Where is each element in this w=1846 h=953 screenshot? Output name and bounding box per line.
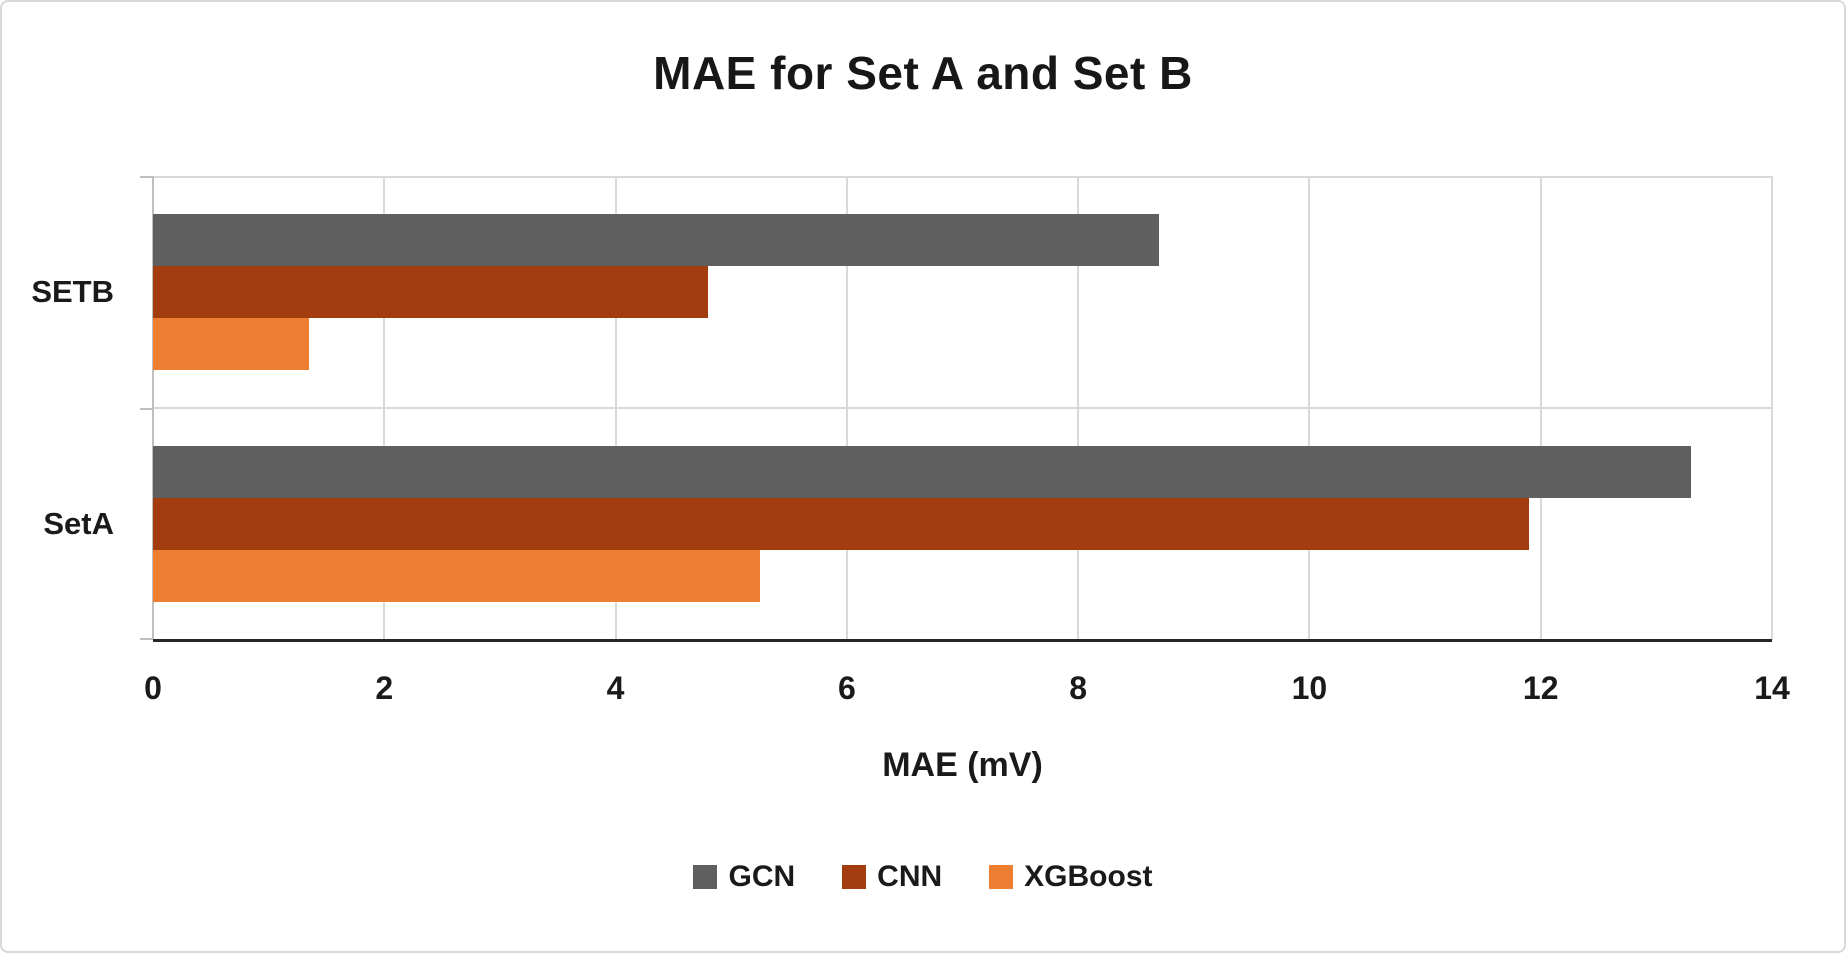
- chart-title: MAE for Set A and Set B: [653, 47, 1193, 99]
- category-label-setb: SETB: [31, 274, 114, 309]
- category-axis-tick-0: [140, 176, 153, 178]
- legend: GCN CNN XGBoost: [2, 860, 1844, 894]
- bar-xgboost-setb: [153, 318, 310, 370]
- plot-area: [140, 176, 1773, 642]
- x-tick-label-4: 4: [606, 670, 625, 706]
- x-tick-label-10: 10: [1291, 670, 1328, 706]
- x-axis-line: [153, 639, 1772, 642]
- x-tick-label-0: 0: [144, 670, 162, 706]
- x-tick-label-2: 2: [375, 670, 394, 706]
- legend-item-gcn: GCN: [693, 860, 795, 894]
- bar-gcn-setb: [153, 214, 1160, 266]
- gridline-x-14: [1771, 176, 1773, 640]
- legend-item-cnn: CNN: [842, 860, 942, 894]
- legend-label-gcn: GCN: [728, 860, 796, 893]
- legend-label-xgboost: XGBoost: [1024, 860, 1153, 893]
- x-tick-label-6: 6: [837, 670, 856, 706]
- bar-xgboost-seta: [153, 550, 761, 602]
- gridline-band-1: [153, 407, 1772, 409]
- legend-swatch-cnn: [842, 865, 867, 889]
- category-axis-tick-1: [140, 408, 153, 410]
- category-axis-tick-2: [140, 638, 153, 640]
- gridline-band-0: [153, 176, 1772, 178]
- legend-label-cnn: CNN: [877, 860, 943, 893]
- y-axis-line: [152, 176, 154, 640]
- legend-item-xgboost: XGBoost: [989, 860, 1153, 894]
- x-axis-title: MAE (mV): [882, 746, 1043, 784]
- x-tick-label-8: 8: [1069, 670, 1088, 706]
- legend-swatch-xgboost: [989, 865, 1014, 889]
- x-tick-label-14: 14: [1754, 670, 1790, 706]
- category-label-seta: SetA: [43, 506, 114, 541]
- bar-gcn-seta: [153, 446, 1692, 498]
- bar-cnn-setb: [153, 266, 709, 318]
- bar-cnn-seta: [153, 498, 1530, 550]
- legend-swatch-gcn: [693, 865, 718, 889]
- x-tick-label-12: 12: [1522, 670, 1559, 706]
